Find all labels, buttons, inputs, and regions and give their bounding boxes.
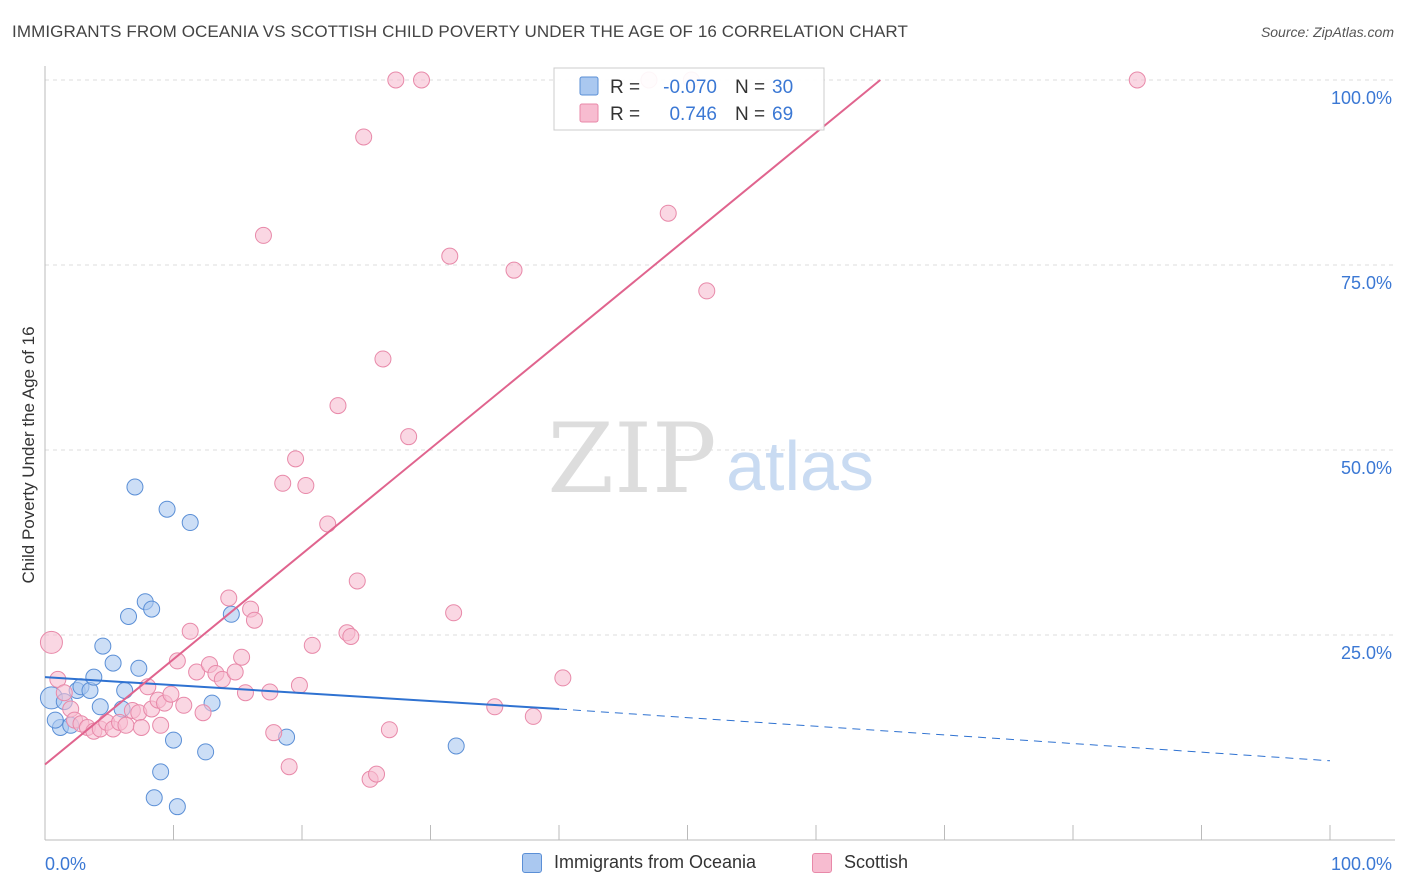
chart-title: IMMIGRANTS FROM OCEANIA VS SCOTTISH CHIL…	[12, 22, 908, 41]
stats-legend-box	[553, 67, 825, 131]
stats-n-label: N =	[735, 104, 765, 125]
data-point	[143, 600, 161, 618]
data-point	[245, 611, 263, 629]
data-point	[486, 698, 504, 716]
y-axis-label: Child Poverty Under the Age of 16	[19, 326, 38, 583]
data-point	[1128, 71, 1146, 89]
data-point	[287, 450, 305, 468]
data-point	[380, 721, 398, 739]
watermark-zip: ZIP	[547, 403, 716, 515]
data-point	[445, 604, 463, 622]
data-point	[447, 737, 465, 755]
data-point	[46, 711, 64, 729]
legend-swatch-oceania	[522, 852, 542, 873]
data-point	[290, 676, 308, 694]
data-point	[39, 630, 63, 654]
stats-r-value: -0.070	[663, 77, 717, 98]
y-tick-label: 100.0%	[1331, 88, 1392, 108]
data-point	[168, 652, 186, 670]
data-point	[55, 684, 73, 702]
data-point	[120, 608, 138, 625]
data-point	[265, 724, 283, 742]
data-point	[441, 247, 459, 265]
data-point	[91, 698, 109, 716]
stats-r-label: R =	[610, 104, 640, 125]
data-point	[254, 226, 272, 244]
stats-r-label: R =	[610, 77, 640, 98]
x-tick-label: 100.0%	[1331, 854, 1392, 874]
watermark-atlas: atlas	[726, 427, 874, 505]
stats-n-label: N =	[735, 77, 765, 98]
data-point	[175, 696, 193, 714]
y-tick-label: 50.0%	[1341, 458, 1392, 478]
legend-label-scottish: Scottish	[844, 852, 909, 872]
stats-n-value: 69	[772, 104, 793, 125]
stats-swatch	[579, 103, 599, 123]
stats-r-value: 0.746	[669, 104, 717, 125]
data-point	[220, 589, 238, 607]
data-point	[303, 636, 321, 654]
legend-label-oceania: Immigrants from Oceania	[554, 852, 757, 872]
data-point	[374, 350, 392, 368]
data-point	[554, 669, 572, 687]
data-point	[158, 500, 176, 518]
data-point	[297, 477, 315, 495]
data-point	[274, 474, 292, 492]
x-tick-label: 0.0%	[45, 854, 86, 874]
y-tick-label: 25.0%	[1341, 643, 1392, 663]
y-tick-label: 75.0%	[1341, 273, 1392, 293]
bottom-legend: Immigrants from Oceania Scottish	[0, 852, 1406, 878]
data-point	[162, 685, 180, 703]
data-point	[132, 719, 150, 736]
data-point	[698, 282, 716, 300]
data-point	[104, 654, 122, 672]
data-point	[400, 428, 418, 446]
data-point	[130, 659, 148, 677]
data-point	[348, 572, 366, 590]
data-point	[152, 763, 170, 781]
trendline-scottish	[44, 79, 881, 766]
trendline-oceania	[44, 676, 560, 710]
stats-swatch	[579, 76, 599, 96]
data-point	[659, 204, 677, 222]
data-point	[145, 789, 163, 807]
data-point	[152, 716, 170, 734]
data-point	[116, 682, 134, 699]
data-point	[188, 663, 206, 681]
series-scottish	[39, 71, 1146, 788]
data-point	[329, 397, 347, 415]
data-point	[233, 648, 251, 666]
data-point	[387, 71, 405, 89]
stats-n-value: 30	[772, 77, 793, 98]
data-point	[126, 478, 144, 496]
data-point	[342, 627, 360, 645]
data-point	[413, 71, 431, 89]
data-point	[194, 704, 212, 722]
data-point	[319, 515, 337, 533]
data-point	[168, 798, 186, 816]
data-point	[94, 637, 112, 655]
stats-legend: R = -0.070 N = 30 R = 0.746 N = 69	[553, 67, 825, 131]
data-point	[165, 731, 182, 749]
data-point	[505, 261, 523, 279]
data-point	[368, 765, 386, 783]
legend-swatch-scottish	[812, 852, 832, 873]
source-label: Source: ZipAtlas.com	[1260, 24, 1394, 40]
data-point	[236, 684, 254, 702]
data-point	[181, 622, 199, 640]
data-point	[355, 128, 373, 146]
data-point	[181, 514, 199, 532]
legend-item-oceania[interactable]: Immigrants from Oceania	[522, 852, 756, 873]
data-point	[197, 743, 215, 761]
data-point	[85, 668, 103, 686]
trendline-oceania-projection	[558, 708, 1331, 762]
data-point	[222, 605, 240, 623]
data-point	[226, 663, 244, 681]
series-oceania	[39, 478, 465, 816]
data-point	[280, 758, 298, 776]
data-point	[117, 716, 135, 734]
legend-item-scottish[interactable]: Scottish	[812, 852, 908, 873]
data-point	[524, 707, 542, 725]
